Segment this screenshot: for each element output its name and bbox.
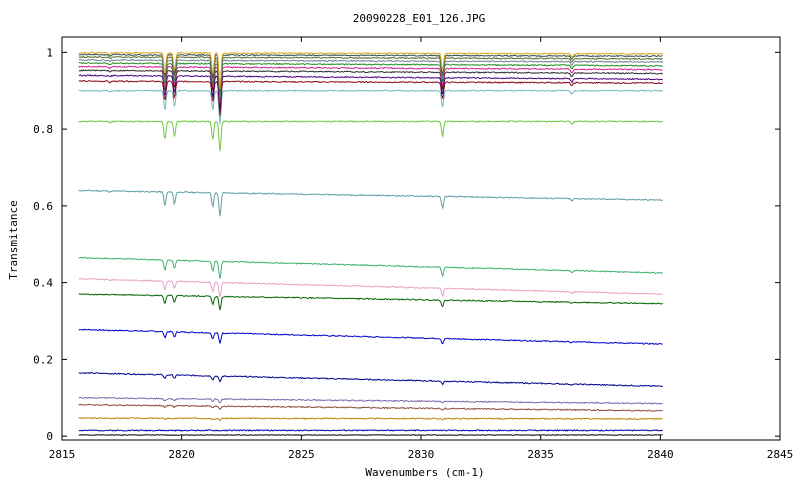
plot-frame [61, 36, 781, 441]
series-line [78, 372, 663, 388]
series-line [78, 189, 663, 217]
series-line [78, 256, 663, 279]
series-line [78, 74, 663, 111]
y-tick-label: 0.2 [33, 353, 53, 366]
y-tick-label: 0.6 [33, 200, 53, 213]
series-line [78, 416, 663, 422]
series-line [78, 278, 663, 298]
series-group [78, 51, 664, 436]
x-tick-label: 2840 [647, 448, 674, 461]
series-line [78, 293, 663, 311]
y-tick-label: 0.8 [33, 123, 53, 136]
y-axis-label: Transmitance [7, 200, 20, 279]
chart-title: 20090228_E01_126.JPG [353, 12, 485, 25]
x-tick-label: 2830 [408, 448, 435, 461]
x-axis-label: Wavenumbers (cm-1) [365, 466, 484, 479]
series-line [78, 80, 663, 116]
series-line [78, 89, 663, 125]
series-line [78, 429, 663, 432]
x-axis: 2815 2820 2825 2830 2835 2840 2845 [49, 37, 794, 461]
series-line [78, 434, 663, 436]
y-tick-label: 0 [46, 430, 53, 443]
x-tick-label: 2835 [527, 448, 554, 461]
x-tick-label: 2825 [288, 448, 315, 461]
x-tick-label: 2815 [49, 448, 76, 461]
series-line [78, 396, 663, 405]
series-line [78, 51, 663, 90]
y-tick-label: 0.4 [33, 277, 53, 290]
series-line [78, 403, 663, 412]
y-axis: 0 0.2 0.4 0.6 0.8 1 [33, 46, 780, 443]
y-tick-label: 1 [46, 46, 53, 59]
x-tick-label: 2820 [168, 448, 195, 461]
series-line [78, 120, 663, 152]
series-line [78, 328, 663, 345]
x-tick-label: 2845 [767, 448, 794, 461]
